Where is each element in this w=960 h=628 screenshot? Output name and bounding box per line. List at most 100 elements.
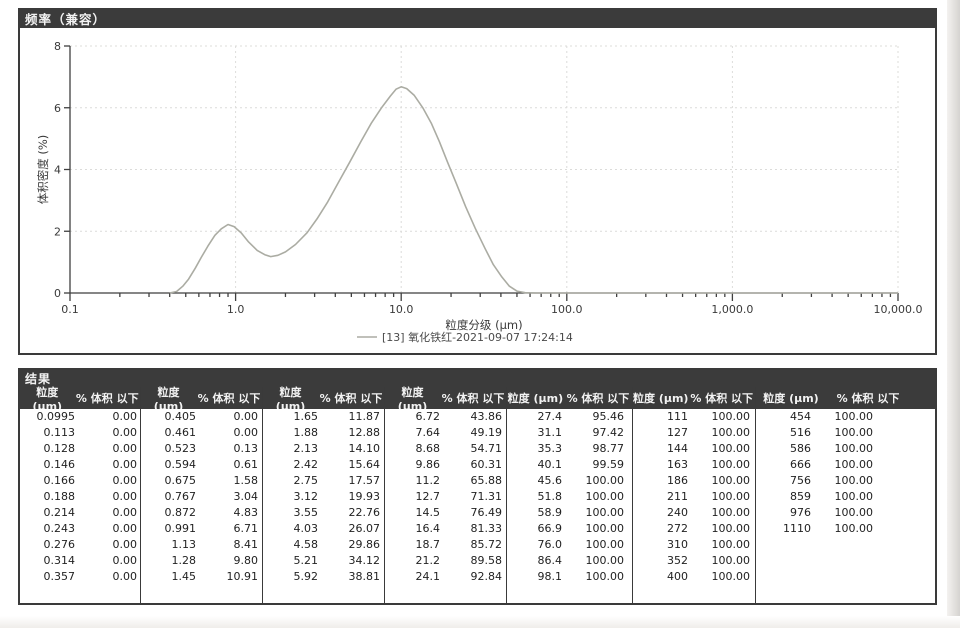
table-row: 4.58 29.86 <box>263 537 384 553</box>
table-row: 51.8 100.00 <box>507 489 632 505</box>
table-row: 24.1 92.84 <box>385 569 506 585</box>
table-row: 3.55 22.76 <box>263 505 384 521</box>
table-row: 516 100.00 <box>756 425 935 441</box>
table-row: 27.4 95.46 <box>507 409 632 425</box>
cell-pct: 100.00 <box>834 426 874 439</box>
table-row: 31.1 97.42 <box>507 425 632 441</box>
cell-size: 186 <box>667 474 688 487</box>
cell-pct: 11.87 <box>348 410 381 423</box>
y-tick-label: 4 <box>54 164 61 177</box>
cell-pct: 12.88 <box>348 426 381 439</box>
cell-pct: 0.00 <box>112 506 138 519</box>
cell-size: 0.872 <box>164 506 197 519</box>
table-row: 0.461 0.00 <box>141 425 262 441</box>
cell-size: 111 <box>667 410 688 423</box>
table-row: 7.64 49.19 <box>385 425 506 441</box>
cell-pct: 17.57 <box>348 474 381 487</box>
cell-pct: 6.71 <box>233 522 259 535</box>
results-column-body: 6.72 43.86 7.64 49.19 8.68 54.71 9.86 60.31 11.2… <box>385 409 506 603</box>
cell-size: 0.523 <box>164 442 197 455</box>
cell-pct: 43.86 <box>470 410 503 423</box>
table-row: 18.7 85.72 <box>385 537 506 553</box>
table-row: 1110 100.00 <box>756 521 935 537</box>
table-row: 0.991 6.71 <box>141 521 262 537</box>
cell-pct: 0.61 <box>233 458 259 471</box>
results-column-body: 1.65 11.87 1.88 12.88 2.13 14.10 2.42 15.64 2.75… <box>263 409 384 603</box>
legend-label: [13] 氧化铁红-2021-09-07 17:24:14 <box>382 330 573 344</box>
table-row: 352 100.00 <box>633 553 755 569</box>
cell-size: 8.68 <box>415 442 441 455</box>
cell-size: 51.8 <box>537 490 563 503</box>
table-row: 1.45 10.91 <box>141 569 262 585</box>
table-row: 4.03 26.07 <box>263 521 384 537</box>
cell-pct: 100.00 <box>585 538 625 551</box>
cell-pct: 54.71 <box>470 442 503 455</box>
cell-pct: 100.00 <box>711 410 751 423</box>
cell-pct: 49.19 <box>470 426 503 439</box>
results-column-group: 粒度 (μm)% 体积 以下 0.0995 0.00 0.113 0.00 0.128 0.… <box>20 386 141 603</box>
table-row: 240 100.00 <box>633 505 755 521</box>
table-row: 12.7 71.31 <box>385 489 506 505</box>
results-column-body: 27.4 95.46 31.1 97.42 35.3 98.77 40.1 99.59 45.6… <box>507 409 632 603</box>
table-row: 45.6 100.00 <box>507 473 632 489</box>
table-row: 0.405 0.00 <box>141 409 262 425</box>
table-row: 0.128 0.00 <box>20 441 140 457</box>
volume-density-curve <box>169 85 898 294</box>
cell-pct: 0.00 <box>112 426 138 439</box>
cell-size: 1.13 <box>171 538 197 551</box>
cell-size: 4.58 <box>293 538 319 551</box>
cell-pct: 95.46 <box>592 410 625 423</box>
cell-size: 0.146 <box>43 458 76 471</box>
table-row: 16.4 81.33 <box>385 521 506 537</box>
cell-size: 0.0995 <box>36 410 76 423</box>
results-panel-title: 结果 <box>25 372 52 386</box>
cell-size: 66.9 <box>537 522 563 535</box>
table-row: 186 100.00 <box>633 473 755 489</box>
table-row: 0.188 0.00 <box>20 489 140 505</box>
cell-pct: 22.76 <box>348 506 381 519</box>
cell-pct: 100.00 <box>585 506 625 519</box>
results-column-headers: 粒度 (μm)% 体积 以下 <box>385 386 506 413</box>
cell-pct: 1.58 <box>233 474 259 487</box>
cell-size: 0.767 <box>164 490 197 503</box>
cell-size: 3.12 <box>293 490 319 503</box>
cell-pct: 0.00 <box>112 474 138 487</box>
cell-pct: 100.00 <box>834 506 874 519</box>
cell-size: 240 <box>667 506 688 519</box>
cell-size: 27.4 <box>537 410 563 423</box>
x-tick-label: 10.0 <box>389 303 414 316</box>
cell-size: 45.6 <box>537 474 563 487</box>
results-column-body: 454 100.00 516 100.00 586 100.00 666 100.00 756 1… <box>756 409 935 603</box>
cell-pct: 9.80 <box>233 554 259 567</box>
cell-pct: 76.49 <box>470 506 503 519</box>
cell-size: 0.166 <box>43 474 76 487</box>
results-column-headers: 粒度 (μm)% 体积 以下 <box>141 386 262 413</box>
results-column-body: 0.0995 0.00 0.113 0.00 0.128 0.00 0.146 0.00 0.1… <box>20 409 140 603</box>
cell-size: 163 <box>667 458 688 471</box>
results-column-group: 粒度 (μm)% 体积 以下 0.405 0.00 0.461 0.00 0.523 0.1… <box>141 386 263 603</box>
table-row: 756 100.00 <box>756 473 935 489</box>
cell-pct: 81.33 <box>470 522 503 535</box>
cell-pct: 8.41 <box>233 538 259 551</box>
frequency-chart: 0 2 4 6 8 0.1 1.0 10.0 100.0 1,000.0 10,000.0 粒度分级 … <box>36 40 922 344</box>
cell-size: 98.1 <box>537 570 563 583</box>
cell-size: 0.276 <box>43 538 76 551</box>
cell-pct: 65.88 <box>470 474 503 487</box>
cell-size: 16.4 <box>415 522 441 535</box>
cell-size: 2.13 <box>293 442 319 455</box>
table-row: 272 100.00 <box>633 521 755 537</box>
table-row: 0.166 0.00 <box>20 473 140 489</box>
cell-size: 1.28 <box>171 554 197 567</box>
cell-pct: 29.86 <box>348 538 381 551</box>
cell-pct: 100.00 <box>834 474 874 487</box>
table-row: 5.21 34.12 <box>263 553 384 569</box>
cell-pct: 98.77 <box>592 442 625 455</box>
cell-pct: 100.00 <box>585 570 625 583</box>
cell-size: 0.991 <box>164 522 197 535</box>
cell-pct: 0.00 <box>112 522 138 535</box>
col-header-pct: % 体积 以下 <box>690 392 754 405</box>
cell-pct: 100.00 <box>834 490 874 503</box>
table-row: 1.88 12.88 <box>263 425 384 441</box>
cell-pct: 100.00 <box>711 426 751 439</box>
col-header-size: 粒度 (μm) <box>507 392 564 405</box>
